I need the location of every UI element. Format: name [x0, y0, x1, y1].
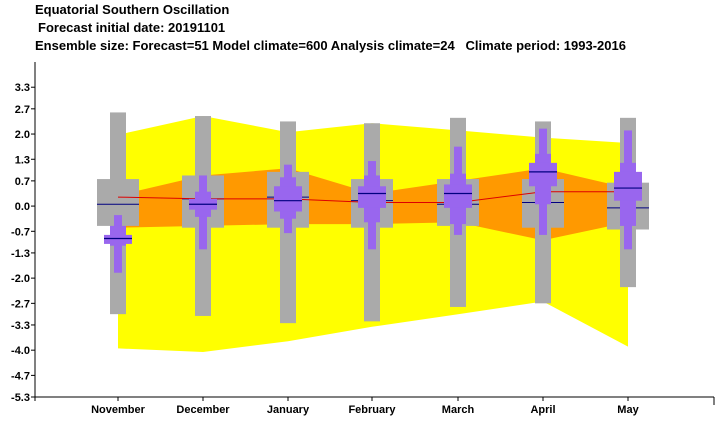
chart-title: Equatorial Southern Oscillation	[35, 2, 230, 17]
y-tick-label: -1.3	[11, 248, 30, 260]
boxes-layer	[97, 112, 649, 324]
x-tick-label: November	[91, 404, 146, 416]
y-tick-label: -2.0	[11, 273, 30, 285]
forecast-box-0	[104, 234, 132, 244]
forecast-date-line: Forecast initial date: 20191101	[38, 20, 226, 35]
y-tick-label: -3.3	[11, 320, 30, 332]
ensemble-info-line: Ensemble size: Forecast=51 Model climate…	[35, 38, 626, 53]
y-tick-label: 1.3	[15, 154, 30, 166]
y-tick-label: 0.7	[15, 176, 30, 188]
y-tick-label: -2.7	[11, 298, 30, 310]
y-tick-label: 2.7	[15, 104, 30, 116]
x-tick-label: January	[267, 404, 310, 416]
y-tick-label: 3.3	[15, 82, 30, 94]
y-tick-label: 2.0	[15, 129, 30, 141]
x-tick-label: April	[530, 404, 555, 416]
x-tick-label: December	[176, 404, 230, 416]
forecast-box-5	[529, 162, 557, 187]
y-tick-label: -4.7	[11, 370, 30, 382]
x-tick-label: March	[442, 404, 475, 416]
y-tick-label: -4.0	[11, 345, 30, 357]
forecast-box-2	[274, 186, 302, 212]
axes-layer: 3.3 2.7 2.0 1.3 0.7 0.0 -0.7 -1.3 -2.0 -2.7 -3.3 -4…	[11, 62, 715, 416]
forecast-box-4	[444, 184, 472, 208]
forecast-box-6	[614, 171, 642, 201]
y-tick-label: -0.7	[11, 226, 30, 238]
y-tick-label: 0.0	[15, 201, 30, 213]
forecast-box-3	[358, 186, 386, 208]
x-tick-label: February	[348, 404, 396, 416]
x-tick-label: May	[617, 404, 639, 416]
y-tick-label: -5.3	[11, 392, 30, 404]
